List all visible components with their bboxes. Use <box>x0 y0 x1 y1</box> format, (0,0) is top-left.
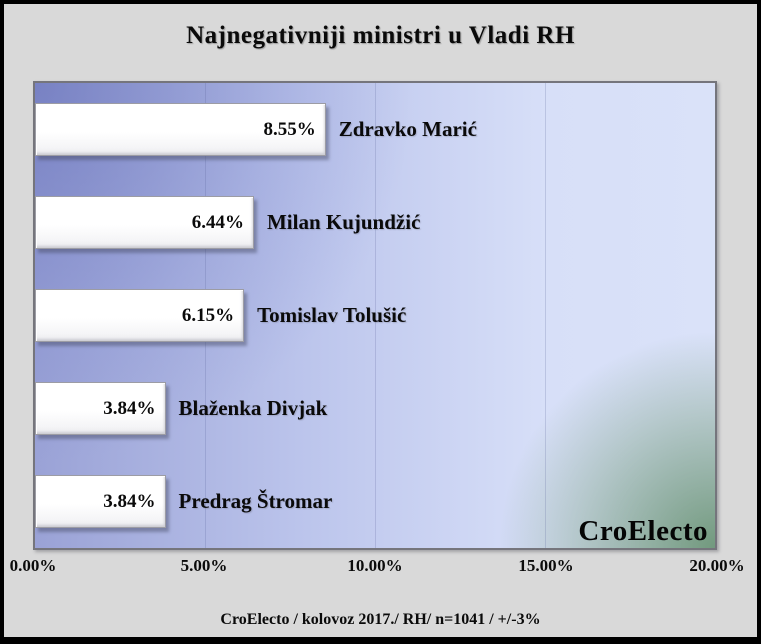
bar-value-label: 3.84% <box>103 397 156 419</box>
bar-category-label: Predrag Štromar <box>178 489 333 513</box>
bar-row: 8.55% Zdravko Marić <box>35 83 715 176</box>
plot-area: 8.55% Zdravko Marić 6.44% Milan Kujundžić 6.… <box>33 81 717 550</box>
bar-value-label: 3.84% <box>103 490 156 512</box>
bar: 6.15% <box>35 289 245 342</box>
chart-title: Najnegativniji ministri u Vladi RH <box>186 22 575 49</box>
bar-category-label: Milan Kujundžić <box>266 210 421 234</box>
x-axis-tick-label: 10.00% <box>347 556 403 575</box>
bar-value-label: 6.44% <box>191 211 244 233</box>
bar: 3.84% <box>35 475 166 528</box>
bar-row: 6.15% Tomislav Tolušić <box>35 269 715 362</box>
bar-category-label: Blaženka Divjak <box>178 396 328 420</box>
gridline <box>545 83 546 548</box>
bar-row: 6.44% Milan Kujundžić <box>35 176 715 269</box>
bar-row: 3.84% Blaženka Divjak <box>35 362 715 455</box>
bar: 8.55% <box>35 103 326 156</box>
bar: 3.84% <box>35 382 166 435</box>
gridline <box>375 83 376 548</box>
x-axis-tick-label: 20.00% <box>689 556 745 575</box>
x-axis-tick-label: 0.00% <box>9 556 57 575</box>
x-axis: 0.00% 5.00% 10.00% 15.00% 20.00% <box>10 556 745 580</box>
bar-value-label: 8.55% <box>263 118 316 140</box>
x-axis-tick-label: 5.00% <box>180 556 228 575</box>
bar-value-label: 6.15% <box>181 304 235 326</box>
footer-note: CroElecto / kolovoz 2017./ RH/ n=1041 / … <box>220 611 541 628</box>
bar-category-label: Zdravko Marić <box>338 117 477 141</box>
bar-category-label: Tomislav Tolušić <box>257 303 407 327</box>
watermark-text: CroElecto <box>578 515 708 547</box>
bar: 6.44% <box>35 196 254 249</box>
bars-layer: 8.55% Zdravko Marić 6.44% Milan Kujundžić 6.… <box>35 83 715 548</box>
bar-row: 3.84% Predrag Štromar <box>35 455 715 548</box>
x-axis-tick-label: 15.00% <box>518 556 574 575</box>
